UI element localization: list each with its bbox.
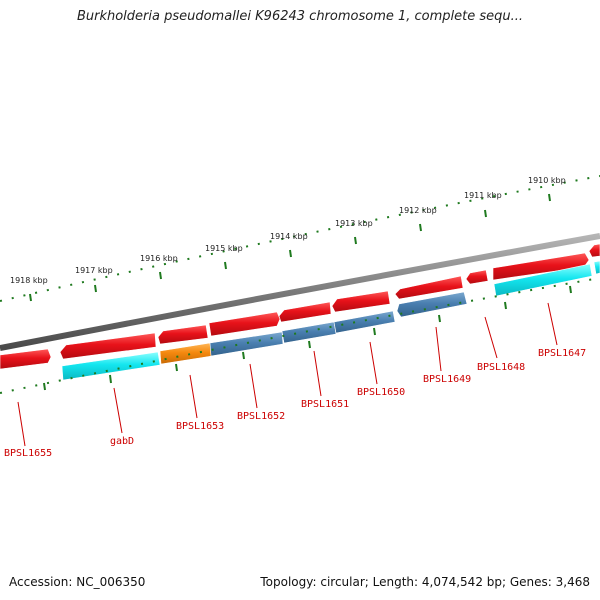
outer-major-ticks bbox=[29, 193, 551, 302]
forward-strand-genes bbox=[0, 243, 600, 370]
kbp-label-1918: 1918 kbp bbox=[10, 276, 48, 285]
gene-label-bpsl1652: BPSL1652 bbox=[237, 411, 285, 422]
gene-forward-1648[interactable] bbox=[465, 269, 489, 285]
gene-forward-1652[interactable] bbox=[208, 311, 281, 337]
chromosome-backbone bbox=[0, 233, 600, 351]
gene-forward-1651[interactable] bbox=[278, 301, 332, 323]
gene-forward-next[interactable] bbox=[588, 243, 600, 258]
gene-reverse-next[interactable] bbox=[593, 260, 600, 275]
gene-forward-1650[interactable] bbox=[331, 290, 391, 313]
kbp-label-1915: 1915 kbp bbox=[205, 244, 243, 253]
map-title: Burkholderia pseudomallei K96243 chromos… bbox=[76, 9, 524, 24]
gene-reverse-1653[interactable] bbox=[159, 342, 213, 365]
gene-reverse-1647[interactable] bbox=[493, 263, 593, 297]
gene-reverse-1649[interactable] bbox=[396, 291, 468, 318]
gene-reverse-gabd[interactable] bbox=[61, 351, 161, 381]
inner-major-ticks bbox=[43, 285, 572, 391]
gene-label-bpsl1650: BPSL1650 bbox=[357, 387, 405, 398]
kbp-label-1914: 1914 kbp bbox=[270, 232, 308, 241]
accession-text: Accession: NC_006350 bbox=[9, 575, 146, 589]
gene-reverse-1652[interactable] bbox=[209, 331, 284, 357]
kbp-label-1917: 1917 kbp bbox=[75, 266, 113, 275]
gene-forward-1655[interactable] bbox=[0, 348, 52, 370]
kbp-label-1916: 1916 kbp bbox=[140, 254, 178, 263]
gene-forward-gabd[interactable] bbox=[59, 332, 157, 360]
kbp-label-1910: 1910 kbp bbox=[528, 176, 566, 185]
gene-reverse-1651[interactable] bbox=[281, 321, 337, 344]
gene-forward-1653[interactable] bbox=[157, 324, 209, 345]
topology-summary: Topology: circular; Length: 4,074,542 bp… bbox=[260, 575, 590, 589]
gene-callout-lines bbox=[17, 302, 558, 447]
gene-label-bpsl1649: BPSL1649 bbox=[423, 374, 471, 385]
gene-label-bpsl1655: BPSL1655 bbox=[4, 448, 52, 459]
gene-label-bpsl1648: BPSL1648 bbox=[477, 362, 525, 373]
kbp-label-1913: 1913 kbp bbox=[335, 219, 373, 228]
gene-label-bpsl1647: BPSL1647 bbox=[538, 348, 586, 359]
gene-label-gabd: gabD bbox=[110, 436, 134, 447]
gene-forward-1647[interactable] bbox=[492, 252, 590, 281]
kbp-label-1911: 1911 kbp bbox=[464, 191, 502, 200]
gene-forward-1649[interactable] bbox=[394, 275, 464, 300]
gene-reverse-1650[interactable] bbox=[333, 310, 396, 334]
inner-tick-ring bbox=[0, 277, 600, 394]
gene-label-bpsl1653: BPSL1653 bbox=[176, 421, 224, 432]
gene-label-bpsl1651: BPSL1651 bbox=[301, 399, 349, 410]
reverse-strand-genes bbox=[61, 260, 600, 381]
kbp-label-1912: 1912 kbp bbox=[399, 206, 437, 215]
